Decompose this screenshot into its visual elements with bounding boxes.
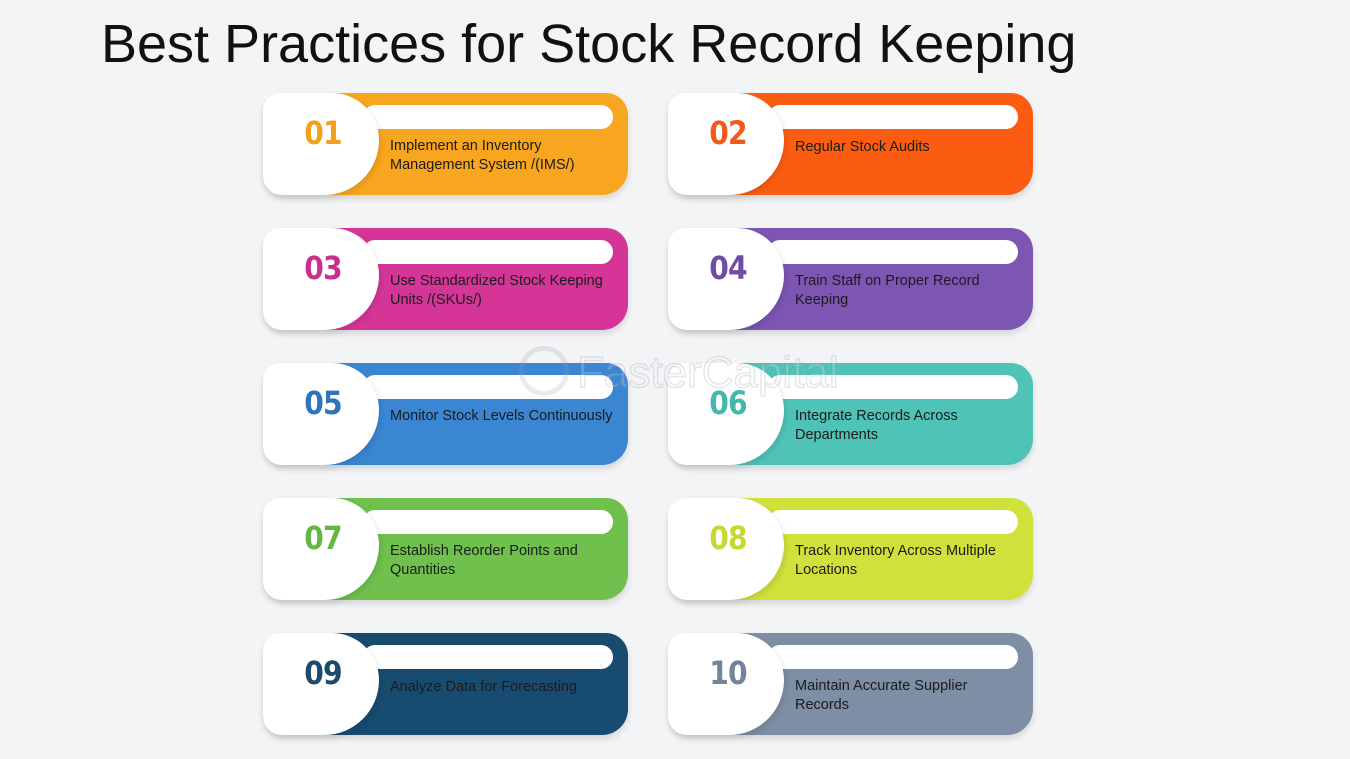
card-number: 08 <box>709 519 747 557</box>
practice-card-07: 07 Establish Reorder Points and Quantiti… <box>263 498 628 600</box>
practice-card-04: 04 Train Staff on Proper Record Keeping <box>668 228 1033 330</box>
number-tab <box>263 93 379 195</box>
card-highlight-bar <box>768 375 1018 399</box>
card-number: 01 <box>304 114 342 152</box>
number-tab <box>263 228 379 330</box>
card-number: 10 <box>709 654 747 692</box>
card-number: 06 <box>709 384 747 422</box>
card-number: 03 <box>304 249 342 287</box>
number-tab <box>668 228 784 330</box>
card-highlight-bar <box>768 105 1018 129</box>
card-highlight-bar <box>363 105 613 129</box>
number-tab <box>668 93 784 195</box>
card-highlight-bar <box>768 510 1018 534</box>
practices-grid: 01 Implement an Inventory Management Sys… <box>263 93 1033 738</box>
practice-card-10: 10 Maintain Accurate Supplier Records <box>668 633 1033 735</box>
card-label: Monitor Stock Levels Continuously <box>390 408 613 424</box>
card-label: Integrate Records Across Departments <box>795 408 958 443</box>
practice-card-02: 02 Regular Stock Audits <box>668 93 1033 195</box>
number-tab <box>263 363 379 465</box>
number-tab <box>668 363 784 465</box>
practice-card-03: 03 Use Standardized Stock Keeping Units … <box>263 228 628 330</box>
number-tab <box>263 498 379 600</box>
card-highlight-bar <box>768 645 1018 669</box>
number-tab <box>263 633 379 735</box>
card-label: Regular Stock Audits <box>795 139 930 155</box>
card-number: 02 <box>709 114 747 152</box>
card-label: Analyze Data for Forecasting <box>390 679 577 695</box>
card-highlight-bar <box>768 240 1018 264</box>
card-number: 07 <box>304 519 342 557</box>
card-label: Use Standardized Stock Keeping Units /(S… <box>390 273 603 308</box>
card-label: Track Inventory Across Multiple Location… <box>795 543 996 578</box>
card-highlight-bar <box>363 240 613 264</box>
card-highlight-bar <box>363 375 613 399</box>
card-highlight-bar <box>363 510 613 534</box>
practice-card-06: 06 Integrate Records Across Departments <box>668 363 1033 465</box>
practice-card-08: 08 Track Inventory Across Multiple Locat… <box>668 498 1033 600</box>
practice-card-01: 01 Implement an Inventory Management Sys… <box>263 93 628 195</box>
card-number: 09 <box>304 654 342 692</box>
practice-card-05: 05 Monitor Stock Levels Continuously <box>263 363 628 465</box>
card-number: 04 <box>709 249 747 287</box>
page-title: Best Practices for Stock Record Keeping <box>101 14 1077 74</box>
number-tab <box>668 633 784 735</box>
card-label: Establish Reorder Points and Quantities <box>390 543 578 578</box>
number-tab <box>668 498 784 600</box>
card-label: Train Staff on Proper Record Keeping <box>795 273 980 308</box>
card-label: Implement an Inventory Management System… <box>390 138 575 173</box>
card-highlight-bar <box>363 645 613 669</box>
card-label: Maintain Accurate Supplier Records <box>795 678 968 713</box>
practice-card-09: 09 Analyze Data for Forecasting <box>263 633 628 735</box>
card-number: 05 <box>304 384 342 422</box>
